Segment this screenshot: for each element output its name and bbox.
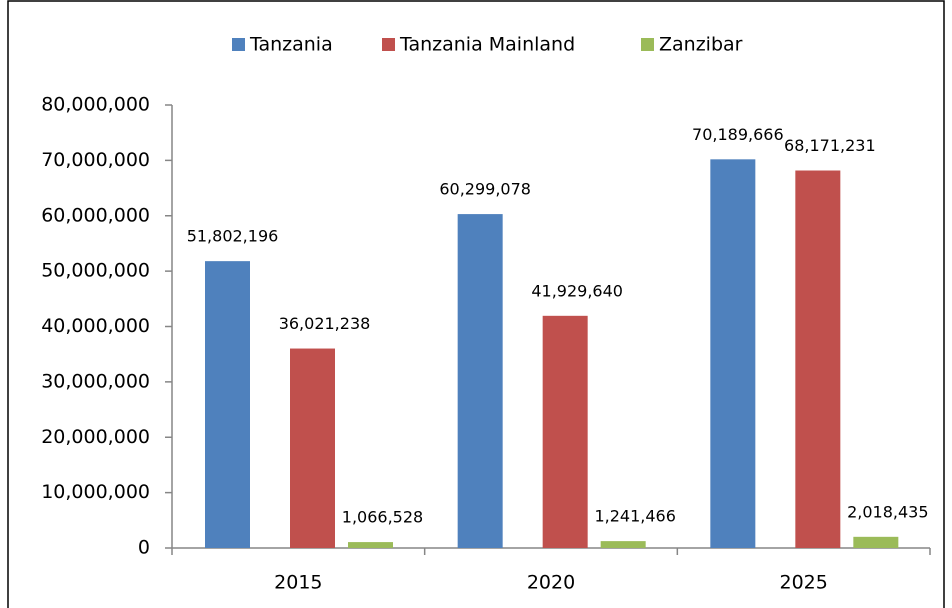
value-label: 1,241,466 [594, 507, 675, 526]
value-label: 70,189,666 [692, 125, 784, 144]
legend-swatch [641, 38, 654, 51]
legend-swatch [232, 38, 245, 51]
y-tick-label: 10,000,000 [41, 481, 150, 503]
value-label: 36,021,238 [279, 314, 371, 333]
x-tick-label: 2020 [527, 572, 575, 594]
legend-label: Tanzania Mainland [399, 34, 575, 56]
x-tick-label: 2025 [779, 572, 827, 594]
y-tick-label: 50,000,000 [41, 260, 150, 282]
y-tick-label: 60,000,000 [41, 204, 150, 226]
legend-label: Zanzibar [659, 34, 743, 56]
value-label: 51,802,196 [187, 227, 279, 246]
bar [853, 536, 899, 548]
legend-swatch [382, 38, 395, 51]
bar [710, 159, 756, 549]
y-tick-label: 30,000,000 [41, 370, 150, 392]
value-label: 1,066,528 [342, 508, 423, 527]
bar [600, 541, 646, 548]
legend-label: Tanzania [249, 34, 333, 56]
bar [795, 170, 841, 548]
y-tick-label: 80,000,000 [41, 94, 150, 116]
y-tick-label: 20,000,000 [41, 426, 150, 448]
y-tick-label: 70,000,000 [41, 149, 150, 171]
value-label: 41,929,640 [531, 281, 623, 300]
bar [205, 261, 250, 548]
value-label: 60,299,078 [439, 180, 531, 199]
bar [542, 315, 588, 548]
bar [290, 348, 335, 548]
value-label: 68,171,231 [784, 136, 876, 155]
bar [348, 542, 393, 548]
value-label: 2,018,435 [847, 502, 928, 521]
y-tick-label: 40,000,000 [41, 315, 150, 337]
x-tick-label: 2015 [274, 572, 322, 594]
y-tick-label: 0 [138, 537, 150, 559]
bar [457, 214, 503, 548]
